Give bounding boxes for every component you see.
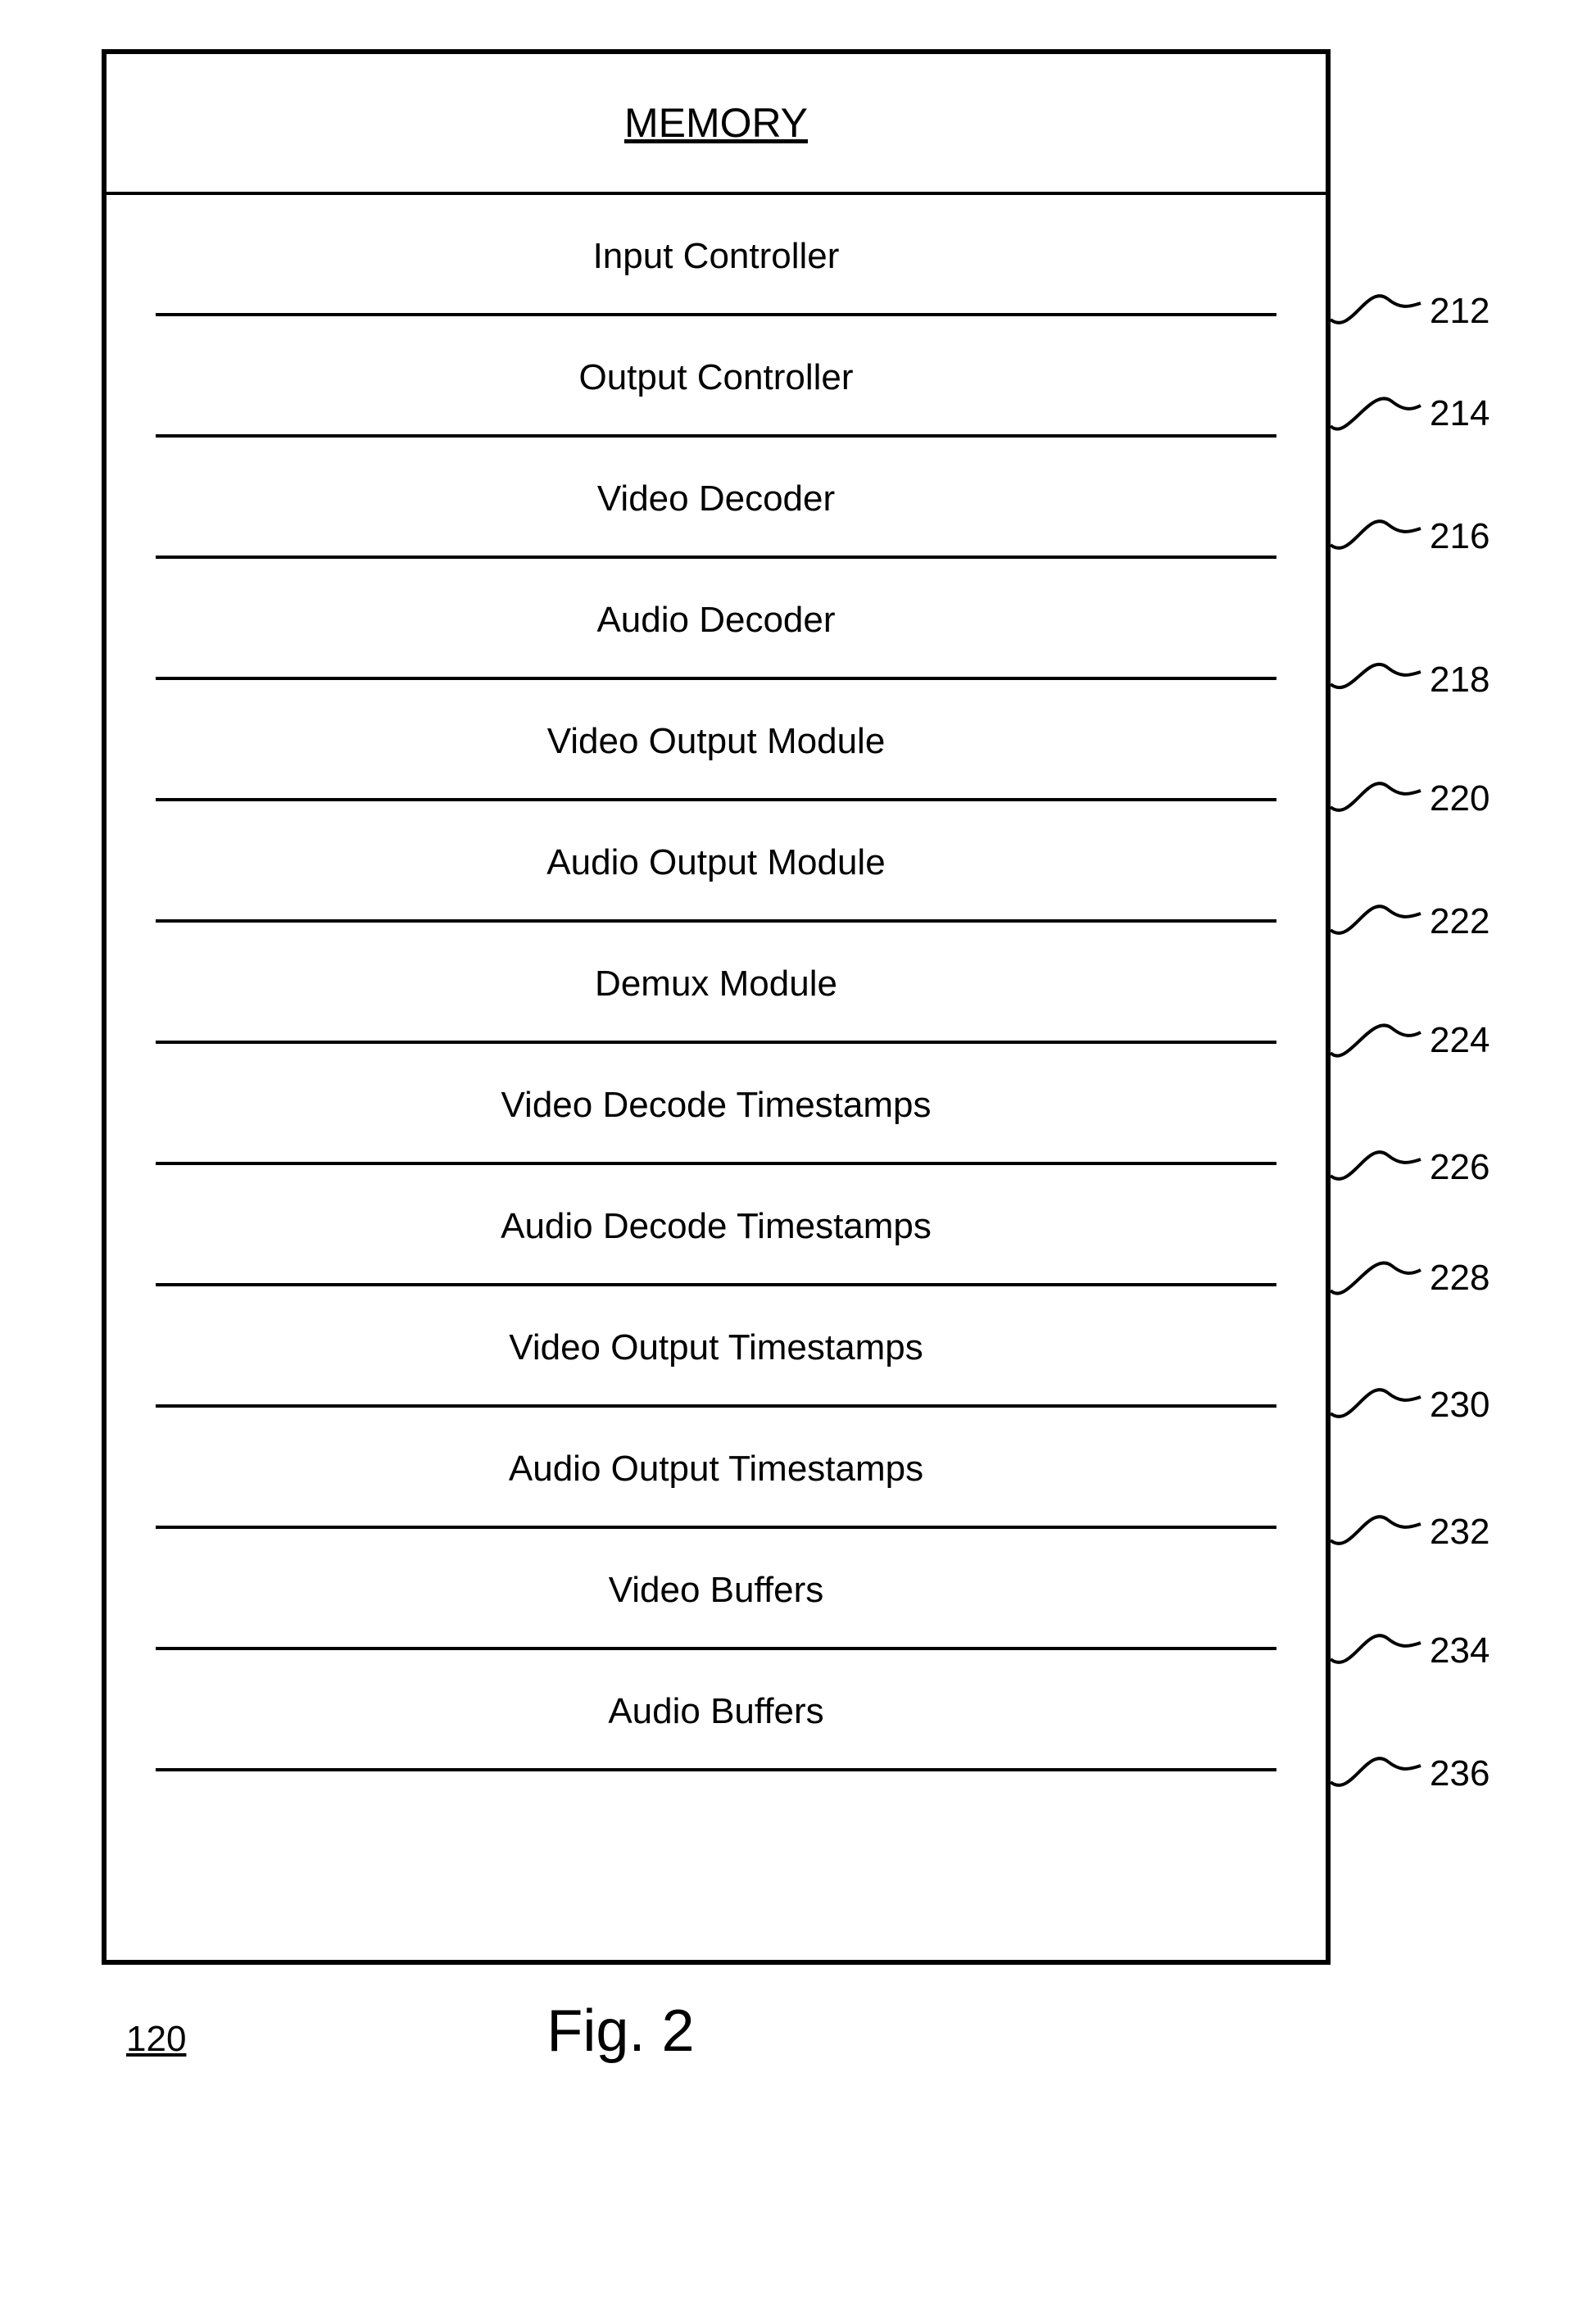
callout-connector-icon: [1331, 1004, 1425, 1077]
row-label: Video Buffers: [609, 1570, 824, 1610]
memory-diagram: MEMORY Input Controller Output Controlle…: [102, 49, 1494, 2065]
row-label: Audio Output Timestamps: [509, 1449, 923, 1489]
row-label: Output Controller: [578, 357, 853, 397]
callout: 232: [1331, 1495, 1489, 1569]
callout: 218: [1331, 643, 1489, 717]
callout-ref: 218: [1430, 660, 1489, 701]
memory-row: Video Decoder: [107, 438, 1326, 559]
memory-row: Audio Output Timestamps: [107, 1408, 1326, 1529]
callout-ref: 224: [1430, 1020, 1489, 1061]
row-label: Audio Output Module: [546, 842, 885, 882]
row-label: Input Controller: [593, 236, 840, 276]
memory-row: Output Controller: [107, 316, 1326, 438]
callout: 226: [1331, 1131, 1489, 1204]
callout-connector-icon: [1331, 643, 1425, 717]
callout-ref: 234: [1430, 1630, 1489, 1671]
memory-row: Video Output Timestamps: [107, 1286, 1326, 1408]
memory-row: Audio Output Module: [107, 801, 1326, 923]
callout: 212: [1331, 274, 1489, 348]
callout: 234: [1331, 1614, 1489, 1688]
figure-caption: 120 Fig. 2: [102, 1998, 1331, 2065]
figure-ref-number: 120: [126, 2019, 186, 2060]
callout: 222: [1331, 885, 1489, 959]
callout-connector-icon: [1331, 1495, 1425, 1569]
figure-label: Fig. 2: [546, 1998, 694, 2065]
row-label: Video Output Module: [547, 721, 886, 761]
memory-row: Video Output Module: [107, 680, 1326, 801]
callout: 216: [1331, 500, 1489, 574]
row-label: Demux Module: [595, 964, 837, 1004]
memory-box: MEMORY Input Controller Output Controlle…: [102, 49, 1331, 1965]
memory-row: Video Decode Timestamps: [107, 1044, 1326, 1165]
memory-row: Audio Buffers: [107, 1650, 1326, 1771]
callout-connector-icon: [1331, 1614, 1425, 1688]
callout-connector-icon: [1331, 1131, 1425, 1204]
callout-connector-icon: [1331, 500, 1425, 574]
callout: 214: [1331, 377, 1489, 451]
callout-ref: 230: [1430, 1385, 1489, 1426]
callout-ref: 222: [1430, 901, 1489, 942]
callout-ref: 232: [1430, 1512, 1489, 1553]
memory-footer-space: [107, 1771, 1326, 1960]
callout: 230: [1331, 1368, 1489, 1442]
row-label: Video Output Timestamps: [509, 1327, 923, 1367]
callout-connector-icon: [1331, 274, 1425, 348]
row-label: Audio Buffers: [608, 1691, 823, 1731]
row-label: Video Decoder: [597, 478, 835, 519]
row-divider: [156, 1768, 1276, 1771]
callout-connector-icon: [1331, 1241, 1425, 1315]
row-label: Audio Decode Timestamps: [501, 1206, 932, 1246]
memory-row: Demux Module: [107, 923, 1326, 1044]
callout-ref: 228: [1430, 1258, 1489, 1299]
memory-title: MEMORY: [107, 54, 1326, 195]
memory-row: Audio Decoder: [107, 559, 1326, 680]
callout: 220: [1331, 762, 1489, 836]
memory-row: Video Buffers: [107, 1529, 1326, 1650]
callout: 228: [1331, 1241, 1489, 1315]
callout-ref: 226: [1430, 1147, 1489, 1188]
callout: 224: [1331, 1004, 1489, 1077]
callout-connector-icon: [1331, 1368, 1425, 1442]
callout-ref: 220: [1430, 778, 1489, 819]
callout-connector-icon: [1331, 762, 1425, 836]
callout-ref: 236: [1430, 1753, 1489, 1794]
callout-connector-icon: [1331, 377, 1425, 451]
callout-connector-icon: [1331, 885, 1425, 959]
row-label: Audio Decoder: [596, 600, 835, 640]
callout-ref: 212: [1430, 291, 1489, 332]
callout-ref: 214: [1430, 393, 1489, 434]
callout-connector-icon: [1331, 1737, 1425, 1811]
callout: 236: [1331, 1737, 1489, 1811]
row-label: Video Decode Timestamps: [501, 1085, 931, 1125]
memory-row: Input Controller: [107, 195, 1326, 316]
memory-row: Audio Decode Timestamps: [107, 1165, 1326, 1286]
callout-ref: 216: [1430, 516, 1489, 557]
